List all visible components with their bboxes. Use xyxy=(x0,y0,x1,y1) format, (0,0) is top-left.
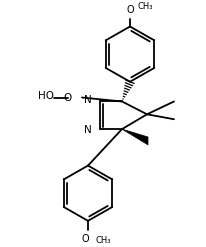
Text: O: O xyxy=(63,93,72,103)
Text: O: O xyxy=(81,234,88,244)
Text: HO: HO xyxy=(38,91,54,101)
Polygon shape xyxy=(121,129,147,145)
Text: N: N xyxy=(84,96,91,105)
Text: CH₃: CH₃ xyxy=(137,2,153,11)
Text: N: N xyxy=(84,125,91,135)
Text: CH₃: CH₃ xyxy=(96,236,111,245)
Text: O: O xyxy=(126,5,133,15)
